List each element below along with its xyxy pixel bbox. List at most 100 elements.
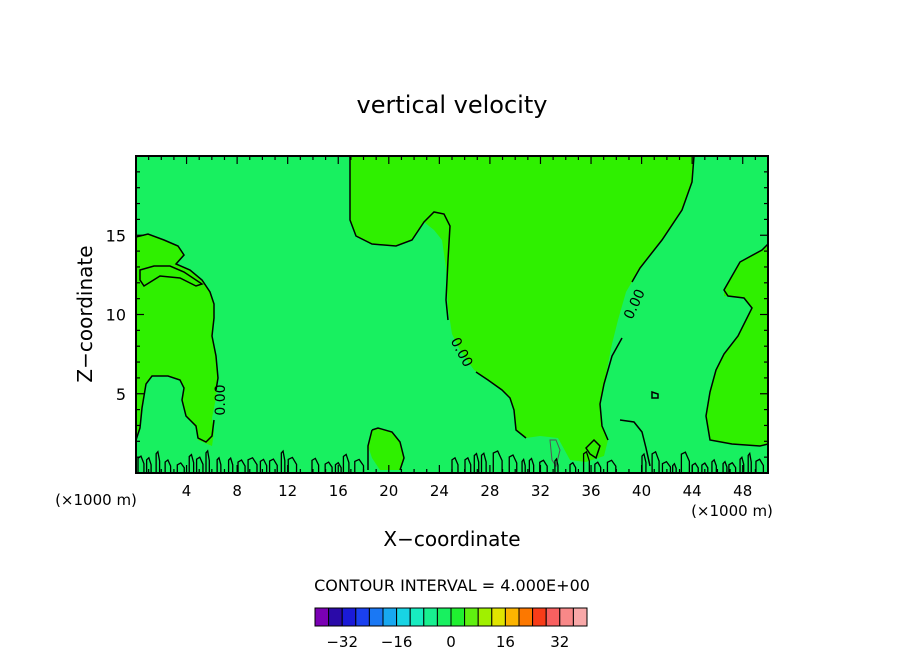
x-unit-left: (×1000 m) [55,491,137,509]
contour-label-1: 0.00 [213,384,229,415]
near-ground-contour [237,459,246,472]
near-ground-contour [554,457,559,472]
near-ground-contour [354,458,365,472]
zero-contours [135,155,769,471]
near-ground-contour [701,462,709,472]
positive-region-right [706,244,768,446]
near-ground-contour [492,450,503,472]
colorbar-swatch [518,607,534,627]
x-axis-ticks: 4 8 12 16 20 24 28 32 36 40 44 48 [148,156,756,500]
colorbar-swatch [314,607,330,627]
near-ground-contour [280,449,286,472]
near-ground-contour [145,456,152,472]
x-unit-right: (×1000 m) [691,502,773,520]
near-ground-contour [641,452,647,472]
colorbar-tick-label: −16 [381,633,413,651]
x-tick-label: 28 [480,482,499,500]
near-ground-contour [342,453,350,472]
colorbar-swatch [532,607,547,627]
near-ground-contour [680,451,691,472]
contour-interval-label: CONTOUR INTERVAL = 4.000E+00 [314,576,590,595]
near-ground-contour [268,458,278,472]
near-ground-contour [259,458,268,472]
near-ground-contour [164,459,172,472]
colorbar-swatch [545,607,561,627]
plot-area: 0.00 0.00 0.00 [135,155,769,474]
x-tick-label: 8 [232,482,242,500]
colorbar [314,607,588,627]
colorbar-swatch [355,607,370,627]
y-tick-label: 5 [116,385,126,404]
x-tick-label: 44 [683,482,702,500]
near-ground-contour [606,459,617,472]
chart-title: vertical velocity [357,91,548,119]
colorbar-swatch [572,607,588,627]
colorbar-swatch [423,607,438,627]
colorbar-swatch [559,607,574,627]
near-ground-contour [711,458,717,472]
colorbar-swatch [504,607,520,627]
colorbar-tick-label: 16 [496,633,515,651]
near-ground-contour [480,452,487,472]
x-tick-label: 36 [581,482,600,500]
near-ground-contour [722,460,728,472]
near-ground-contour [473,452,480,472]
near-ground-contour [739,455,745,472]
colorbar-swatch [464,607,479,627]
near-ground-contour [324,461,333,472]
x-tick-label: 20 [379,482,398,500]
x-tick-label: 40 [632,482,651,500]
y-tick-label: 10 [106,306,126,325]
near-ground-contour [672,462,677,472]
x-tick-label: 16 [329,482,348,500]
y-axis-label-group: Z−coordinate [73,245,97,382]
near-ground-contour [176,462,185,472]
near-ground-contour [521,458,526,472]
colorbar-swatch [491,607,506,627]
x-tick-label: 48 [733,482,752,500]
near-ground-contour [311,457,320,472]
positive-region-small [368,428,404,470]
near-ground-contour [287,456,298,472]
near-ground-contour [334,461,342,472]
near-ground-contour [528,457,535,472]
near-ground-contour [227,456,234,472]
colorbar-swatch [368,607,384,627]
near-ground-contour [539,459,548,472]
colorbar-tick-label: 0 [446,633,456,651]
near-ground-contour [582,450,590,472]
x-tick-label: 24 [430,482,449,500]
colorbar-swatch [477,607,493,627]
near-ground-contour [137,455,145,472]
near-ground-contour [464,456,472,472]
near-ground-contour [661,460,672,472]
positive-region-center [350,156,694,462]
near-ground-contour [188,453,195,472]
near-ground-contour [747,451,752,472]
near-ground-contour [651,450,660,472]
colorbar-tick-label: −32 [326,633,358,651]
y-tick-label: 15 [106,226,126,245]
colorbar-swatch [341,607,357,627]
near-ground-contour [755,458,765,472]
near-ground-contour [451,456,459,472]
near-ground-contour [195,456,204,472]
near-ground-contour [508,454,518,472]
near-ground-contour [216,456,222,472]
colorbar-swatch [382,607,398,627]
colorbar-tick-labels: −32 −16 0 16 32 [326,633,569,651]
near-ground-contour [569,461,577,472]
x-tick-label: 4 [182,482,192,500]
colorbar-swatch [396,607,411,627]
x-tick-label: 12 [278,482,297,500]
near-ground-contours [137,449,765,472]
y-axis-ticks: 5 10 15 [106,171,768,458]
near-ground-contour [728,461,737,472]
colorbar-swatch [328,607,343,627]
near-ground-contour [205,449,210,472]
near-ground-contour [247,456,258,472]
y-axis-label: Z−coordinate [73,245,97,382]
x-tick-label: 32 [531,482,550,500]
colorbar-swatch [436,607,452,627]
